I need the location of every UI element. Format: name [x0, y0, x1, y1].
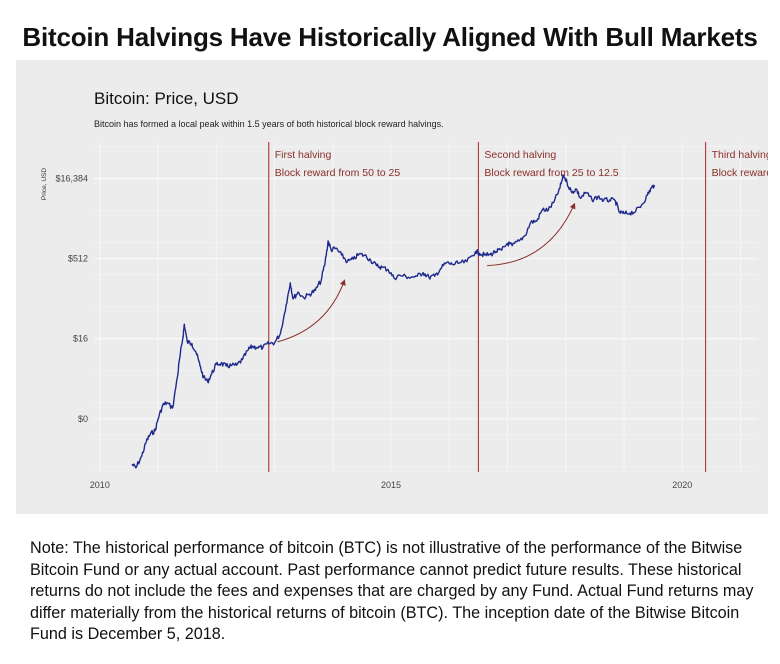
headline: Bitcoin Halvings Have Historically Align…	[22, 22, 758, 52]
annotation-arrows	[277, 202, 576, 343]
x-tick-label: 2015	[381, 480, 401, 490]
x-tick-label: 2010	[90, 480, 110, 490]
halving-detail: Block reward from 25 to 12.5	[484, 167, 618, 179]
price-chart: Bitcoin: Price, USD Bitcoin has formed a…	[41, 89, 768, 490]
series	[131, 174, 655, 469]
y-axis-label: Price, USD	[41, 168, 48, 200]
y-axis-ticks: $0 $16 $512 $16,384	[55, 174, 88, 424]
halving-detail: Block reward from 12.5 to 6.25	[712, 167, 768, 179]
x-tick-label: 2020	[672, 480, 692, 490]
annotation-arrow	[487, 202, 576, 267]
y-tick-label: $512	[68, 254, 88, 264]
halving-title: Third halving	[712, 149, 768, 161]
halving-markers: First halving Block reward from 50 to 25 S…	[268, 142, 768, 472]
disclaimer-note: Note: The historical performance of bitc…	[30, 539, 754, 644]
chart-title: Bitcoin: Price, USD	[94, 89, 239, 108]
chart-subtitle: Bitcoin has formed a local peak within 1…	[94, 119, 444, 129]
x-axis-ticks: 2010 2015 2020	[90, 480, 692, 490]
y-tick-label: $16	[73, 334, 88, 344]
halving-detail: Block reward from 50 to 25	[275, 167, 401, 179]
chart-panel: Bitcoin: Price, USD Bitcoin has formed a…	[16, 60, 768, 514]
halving-title: Second halving	[484, 149, 556, 161]
y-tick-label: $0	[78, 414, 88, 424]
y-tick-label: $16,384	[55, 174, 88, 184]
grid	[94, 142, 758, 472]
price-series-line	[131, 174, 655, 469]
annotation-arrow	[277, 279, 346, 343]
halving-title: First halving	[275, 149, 332, 161]
